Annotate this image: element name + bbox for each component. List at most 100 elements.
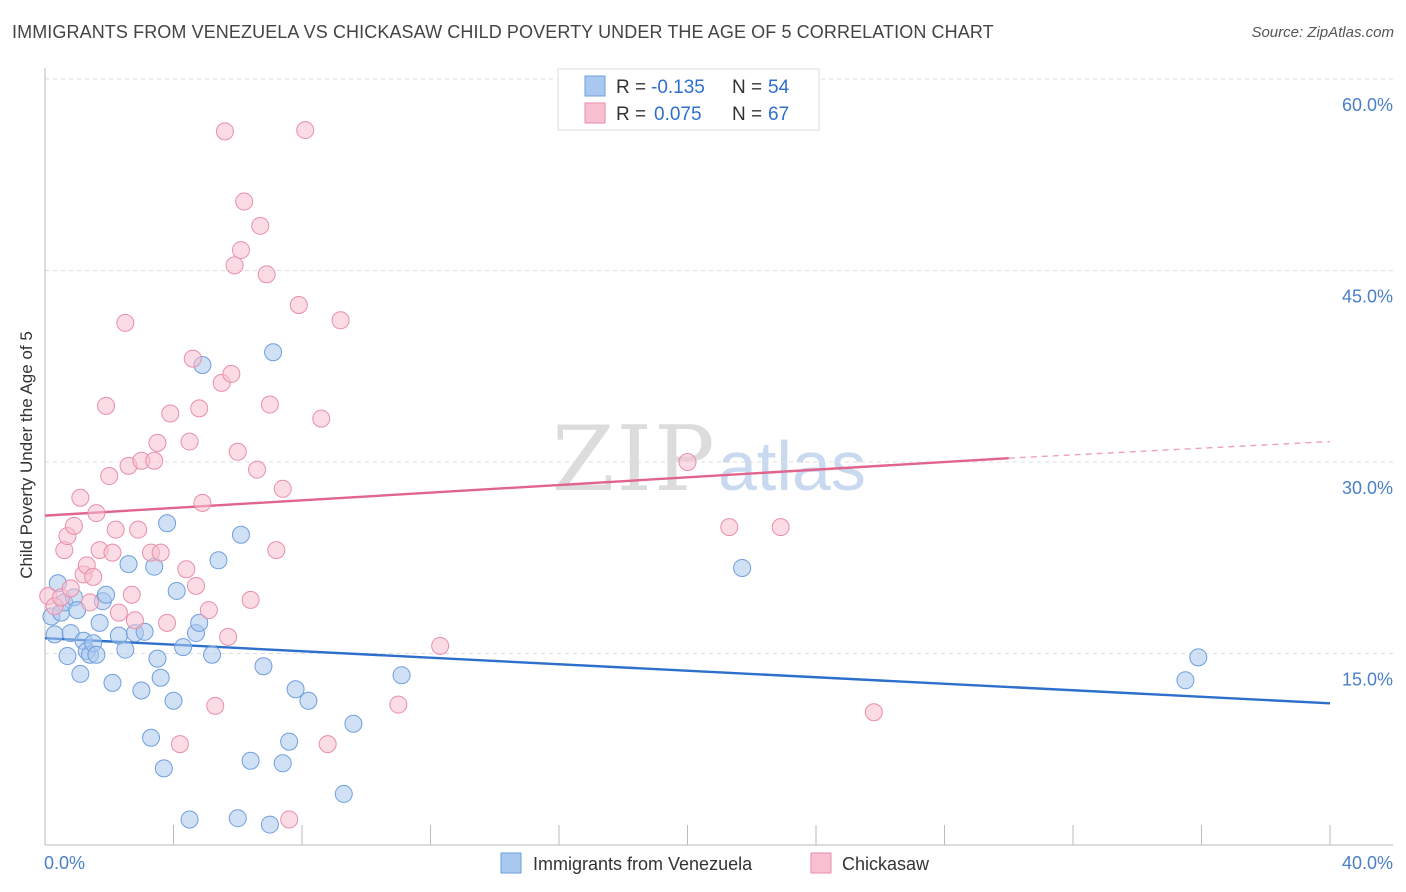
y-tick-label: 30.0% [1342, 478, 1393, 498]
x-tick-label-max: 40.0% [1342, 853, 1393, 873]
point-chickasaw [151, 543, 170, 562]
point-venezuela [119, 555, 138, 574]
point-chickasaw [222, 364, 241, 383]
point-chickasaw [260, 395, 279, 414]
point-venezuela [103, 673, 122, 692]
point-chickasaw [125, 611, 144, 630]
point-chickasaw [100, 467, 119, 486]
point-venezuela [299, 691, 318, 710]
legend-n-label-1: N = [732, 77, 762, 98]
point-venezuela [151, 668, 170, 687]
point-chickasaw [122, 585, 141, 604]
point-chickasaw [193, 493, 212, 512]
point-chickasaw [864, 703, 883, 722]
point-venezuela [286, 680, 305, 699]
legend-swatch-blue [584, 75, 606, 97]
point-venezuela [231, 525, 250, 544]
point-chickasaw [206, 696, 225, 715]
legend-bottom-label-2: Chickasaw [842, 854, 930, 874]
point-venezuela [1189, 648, 1208, 667]
point-chickasaw [161, 404, 180, 423]
trend-line-venezuela [44, 636, 1331, 705]
point-venezuela [209, 551, 228, 570]
point-venezuela [334, 784, 353, 803]
point-chickasaw [106, 520, 125, 539]
point-chickasaw [116, 313, 135, 332]
point-venezuela [228, 809, 247, 828]
legend-bottom-label-1: Immigrants from Venezuela [533, 854, 753, 874]
point-venezuela [203, 645, 222, 664]
data-points [39, 121, 1208, 834]
point-venezuela [180, 810, 199, 829]
source-label: Source: ZipAtlas.com [1251, 24, 1394, 41]
point-chickasaw [177, 560, 196, 579]
point-chickasaw [180, 432, 199, 451]
point-chickasaw [109, 603, 128, 622]
point-venezuela [167, 581, 186, 600]
point-chickasaw [235, 192, 254, 211]
point-venezuela [58, 647, 77, 666]
trend-line-chickasaw-extension [1008, 440, 1331, 459]
point-chickasaw [87, 504, 106, 523]
point-venezuela [254, 657, 273, 676]
point-venezuela [45, 625, 64, 644]
point-venezuela [1176, 671, 1195, 690]
point-venezuela [733, 558, 752, 577]
point-venezuela [190, 613, 209, 632]
point-chickasaw [190, 399, 209, 418]
point-venezuela [260, 815, 279, 834]
point-venezuela [90, 613, 109, 632]
point-venezuela [116, 640, 135, 659]
point-venezuela [392, 666, 411, 685]
point-venezuela [148, 649, 167, 668]
point-chickasaw [186, 576, 205, 595]
point-chickasaw [241, 590, 260, 609]
point-chickasaw [61, 579, 80, 598]
point-venezuela [273, 754, 292, 773]
point-chickasaw [228, 442, 247, 461]
point-chickasaw [97, 396, 116, 415]
point-venezuela [264, 343, 283, 362]
point-chickasaw [103, 543, 122, 562]
chart-title: IMMIGRANTS FROM VENEZUELA VS CHICKASAW C… [12, 22, 994, 42]
point-chickasaw [199, 601, 218, 620]
y-axis-label: Child Poverty Under the Age of 5 [17, 331, 36, 579]
point-venezuela [158, 514, 177, 533]
point-chickasaw [318, 735, 337, 754]
legend-bottom-swatch-pink [810, 852, 832, 874]
point-chickasaw [170, 735, 189, 754]
point-chickasaw [389, 695, 408, 714]
y-tick-label: 45.0% [1342, 287, 1393, 307]
point-venezuela [87, 645, 106, 664]
x-tick-label-min: 0.0% [44, 853, 85, 873]
point-chickasaw [312, 409, 331, 428]
point-chickasaw [84, 567, 103, 586]
point-chickasaw [64, 516, 83, 535]
legend-top: R = -0.135 N = 54 R = 0.075 N = 67 [557, 68, 820, 131]
point-chickasaw [158, 613, 177, 632]
point-chickasaw [257, 265, 276, 284]
point-chickasaw [431, 636, 450, 655]
point-chickasaw [331, 311, 350, 330]
point-venezuela [142, 728, 161, 747]
axes [44, 68, 1393, 846]
point-chickasaw [71, 488, 90, 507]
point-venezuela [132, 681, 151, 700]
point-chickasaw [296, 121, 315, 140]
point-chickasaw [183, 349, 202, 368]
point-venezuela [71, 664, 90, 683]
point-venezuela [135, 622, 154, 641]
legend-bottom: Immigrants from Venezuela Chickasaw [500, 852, 930, 874]
point-chickasaw [267, 541, 286, 560]
point-venezuela [97, 585, 116, 604]
watermark-atlas: atlas [718, 427, 866, 505]
point-venezuela [164, 691, 183, 710]
legend-n-value-2: 67 [768, 104, 789, 125]
point-venezuela [174, 638, 193, 657]
point-chickasaw [215, 122, 234, 141]
point-chickasaw [289, 295, 308, 314]
legend-n-label-2: N = [732, 104, 762, 125]
legend-r-label-1: R = [616, 77, 646, 98]
point-venezuela [280, 732, 299, 751]
point-chickasaw [678, 453, 697, 471]
